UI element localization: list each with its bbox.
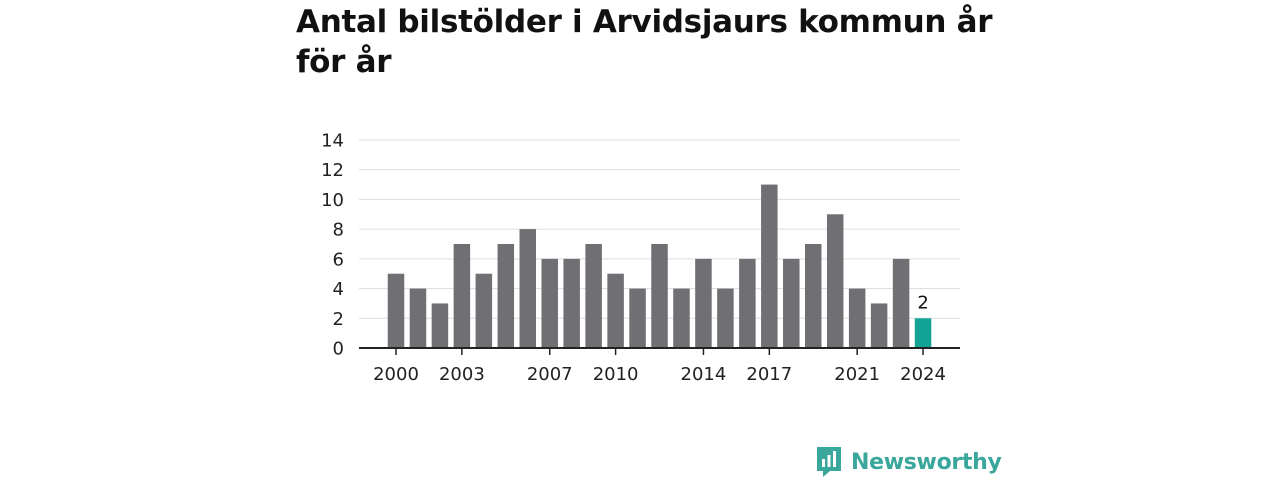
y-tick-label: 10 (321, 190, 344, 211)
y-tick-label: 6 (333, 249, 344, 270)
bar-2016 (739, 258, 756, 348)
bar-2021 (848, 288, 866, 348)
bar-2002 (431, 303, 449, 348)
x-tick-label: 2003 (439, 364, 485, 385)
bar-2023 (892, 258, 910, 348)
bar-2017 (761, 184, 778, 348)
bar-2003 (453, 244, 471, 348)
y-tick-label: 2 (333, 309, 344, 330)
bar-2005 (497, 244, 515, 348)
bar-2000 (387, 273, 405, 348)
y-tick-label: 0 (333, 339, 344, 360)
bar-2020 (826, 214, 844, 348)
x-tick-label: 2021 (834, 364, 880, 385)
bar-2019 (804, 244, 822, 348)
x-tick-label: 2000 (373, 364, 419, 385)
y-tick-label: 8 (333, 220, 344, 241)
brand-name: Newsworthy (851, 449, 1002, 475)
x-tick-label: 2017 (746, 364, 792, 385)
bars (387, 184, 932, 348)
y-tick-label: 14 (321, 131, 344, 152)
bar-2007 (541, 258, 558, 348)
brand-logo: Newsworthy (815, 445, 1002, 479)
x-tick-label: 2007 (527, 364, 573, 385)
bar-2009 (585, 244, 602, 348)
x-tick-label: 2024 (900, 364, 946, 385)
bar-2001 (409, 288, 427, 348)
bar-2024 (914, 318, 932, 348)
bar-2014 (695, 258, 712, 348)
bar-2018 (783, 258, 800, 348)
data-label-2024: 2 (917, 292, 928, 313)
y-tick-label: 12 (321, 160, 344, 181)
bar-2004 (475, 273, 493, 348)
data-labels: 2 (917, 292, 928, 313)
x-tick-label: 2014 (681, 364, 727, 385)
x-tick-label: 2010 (593, 364, 639, 385)
bar-2008 (563, 258, 580, 348)
bar-2011 (629, 288, 646, 348)
bar-2010 (607, 273, 624, 348)
bar-2022 (870, 303, 888, 348)
y-tick-label: 4 (333, 279, 344, 300)
bar-2013 (673, 288, 690, 348)
chart-title: Antal bilstölder i Arvidsjaurs kommun år… (296, 4, 993, 80)
newsworthy-logo-icon (817, 447, 841, 477)
bar-2015 (717, 288, 734, 348)
y-axis: 0 2 4 6 8 10 12 14 (321, 131, 344, 360)
bar-2012 (651, 244, 668, 348)
x-axis: 2000 2003 2007 2010 2014 2017 2021 2024 (359, 347, 960, 385)
bar-2006 (519, 229, 537, 348)
